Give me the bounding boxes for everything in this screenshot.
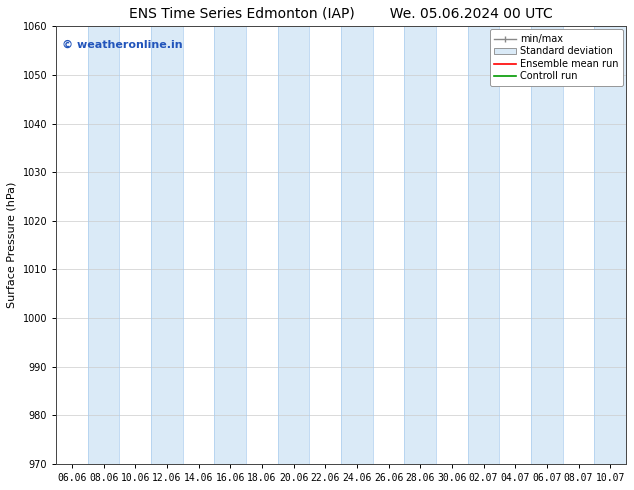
Legend: min/max, Standard deviation, Ensemble mean run, Controll run: min/max, Standard deviation, Ensemble me… [489,29,623,86]
Title: ENS Time Series Edmonton (IAP)        We. 05.06.2024 00 UTC: ENS Time Series Edmonton (IAP) We. 05.06… [129,7,553,21]
Bar [468,26,500,464]
Text: © weatheronline.in: © weatheronline.in [62,39,183,49]
Bar [594,26,626,464]
Bar [278,26,309,464]
Bar [151,26,183,464]
Bar [531,26,563,464]
Bar [88,26,119,464]
Y-axis label: Surface Pressure (hPa): Surface Pressure (hPa) [7,182,17,308]
Bar [341,26,373,464]
Bar [404,26,436,464]
Bar [214,26,246,464]
